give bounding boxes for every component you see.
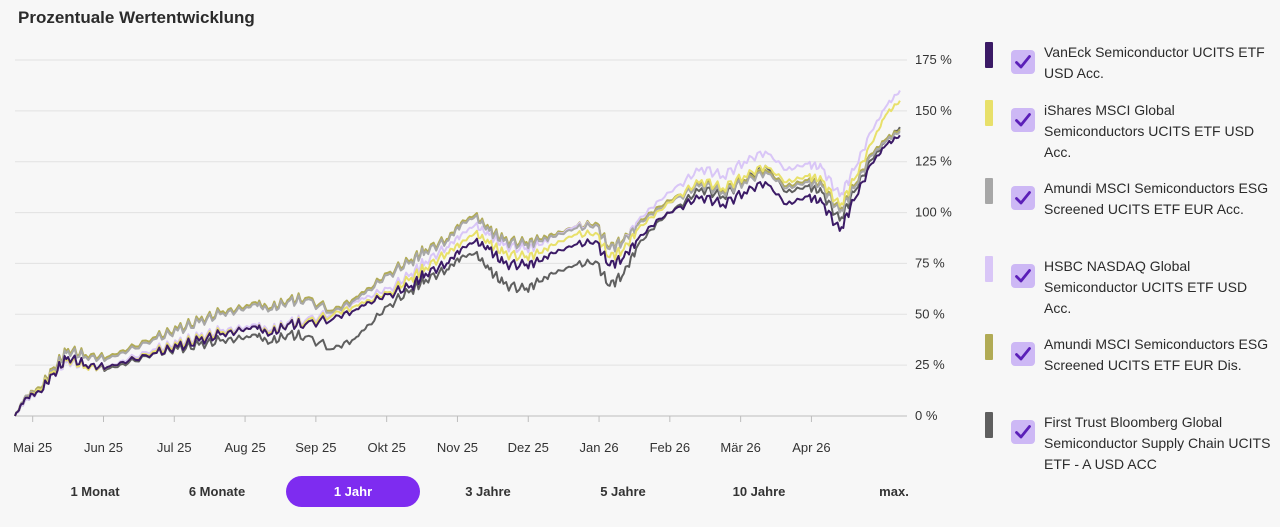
y-tick-label: 75 %: [915, 255, 945, 270]
legend-label: iShares MSCI Global Semiconductors UCITS…: [1044, 102, 1255, 160]
legend-label: HSBC NASDAQ Global Semiconductor UCITS E…: [1044, 258, 1248, 316]
y-tick-label: 175 %: [915, 52, 952, 67]
y-tick-label: 50 %: [915, 306, 945, 321]
range-button-5-jahre[interactable]: 5 Jahre: [600, 484, 646, 499]
time-range-selector: 1 Monat 6 Monate 1 Jahr 3 Jahre 5 Jahre 10 Ja…: [0, 476, 930, 508]
range-button-6-monate[interactable]: 6 Monate: [188, 484, 246, 499]
range-button-1-jahr[interactable]: 1 Jahr: [286, 476, 420, 507]
legend-checkbox[interactable]: [1011, 264, 1035, 288]
x-tick-label: Mär 26: [720, 440, 760, 455]
y-tick-label: 150 %: [915, 103, 952, 118]
checkmark-icon: [1015, 425, 1031, 439]
legend-checkbox[interactable]: [1011, 50, 1035, 74]
x-tick-label: Dez 25: [508, 440, 549, 455]
legend-label: First Trust Bloomberg Global Semiconduct…: [1044, 414, 1271, 472]
checkmark-icon: [1015, 347, 1031, 361]
legend-checkbox[interactable]: [1011, 108, 1035, 132]
checkmark-icon: [1015, 269, 1031, 283]
x-tick-label: Mai 25: [13, 440, 52, 455]
x-tick-label: Aug 25: [224, 440, 265, 455]
range-button-1-monat[interactable]: 1 Monat: [70, 484, 120, 499]
checkmark-icon: [1015, 191, 1031, 205]
checkmark-icon: [1015, 113, 1031, 127]
legend-checkbox[interactable]: [1011, 420, 1035, 444]
checkmark-icon: [1015, 55, 1031, 69]
y-tick-label: 100 %: [915, 205, 952, 220]
x-axis-ticks: Mai 25 Jun 25 Jul 25 Aug 25 Sep 25 Okt 25 Nov …: [13, 416, 831, 455]
legend-color-swatch: [985, 100, 993, 126]
y-axis-ticks: 0 % 25 % 50 % 75 % 100 % 125 % 150 % 175 %: [915, 52, 952, 423]
legend-label: Amundi MSCI Semiconductors ESG Screened …: [1044, 336, 1269, 373]
series-line-3: [14, 130, 901, 417]
x-tick-label: Apr 26: [792, 440, 830, 455]
legend-color-swatch: [985, 42, 993, 68]
legend-label: Amundi MSCI Semiconductors ESG Screened …: [1044, 180, 1269, 217]
x-tick-label: Jan 26: [580, 440, 619, 455]
x-tick-label: Okt 25: [368, 440, 406, 455]
legend-color-swatch: [985, 334, 993, 360]
range-button-3-jahre[interactable]: 3 Jahre: [465, 484, 511, 499]
x-tick-label: Feb 26: [650, 440, 690, 455]
range-button-max[interactable]: max.: [879, 484, 909, 499]
y-tick-label: 0 %: [915, 408, 938, 423]
legend-checkbox[interactable]: [1011, 342, 1035, 366]
legend-checkbox[interactable]: [1011, 186, 1035, 210]
legend-color-swatch: [985, 412, 993, 438]
series-line-1: [14, 134, 901, 417]
x-tick-label: Sep 25: [295, 440, 336, 455]
legend-color-swatch: [985, 178, 993, 204]
chart-title: Prozentuale Wertentwicklung: [18, 8, 255, 27]
legend-color-swatch: [985, 256, 993, 282]
grid-lines: [15, 59, 907, 417]
x-tick-label: Jun 25: [84, 440, 123, 455]
y-tick-label: 25 %: [915, 357, 945, 372]
range-button-10-jahre[interactable]: 10 Jahre: [732, 484, 786, 499]
y-tick-label: 125 %: [915, 154, 952, 169]
x-tick-label: Nov 25: [437, 440, 478, 455]
series-lines: [14, 90, 901, 417]
x-tick-label: Jul 25: [157, 440, 192, 455]
series-line-4: [14, 90, 901, 417]
legend-label: VanEck Semiconductor UCITS ETF USD Acc.: [1044, 44, 1265, 81]
line-chart: 0 % 25 % 50 % 75 % 100 % 125 % 150 % 175 % Mai …: [13, 52, 952, 455]
